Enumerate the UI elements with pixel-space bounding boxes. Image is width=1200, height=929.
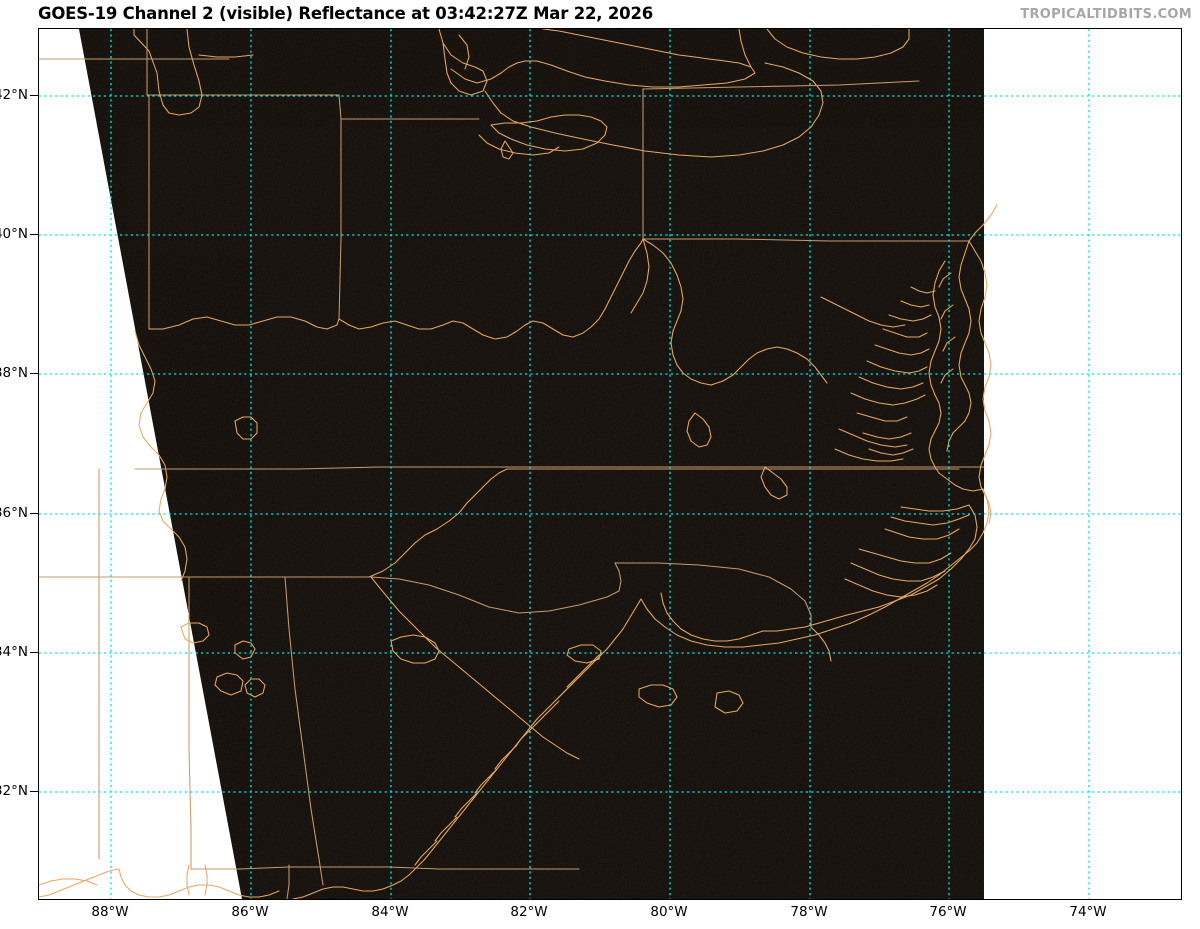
xtick-label-84w: 84°W [371,904,409,920]
xtick-label-78w: 78°W [790,904,828,920]
ytick-mark [30,652,38,654]
xtick-label-88w: 88°W [91,904,129,920]
ytick-label-36n: 36°N [0,505,28,521]
map-plot-area[interactable] [38,28,1182,900]
ytick-label-32n: 32°N [0,783,28,799]
xtick-label-82w: 82°W [510,904,548,920]
ytick-mark [30,234,38,236]
xtick-label-74w: 74°W [1069,904,1107,920]
ytick-label-38n: 38°N [0,365,28,381]
xtick-label-76w: 76°W [929,904,967,920]
ytick-mark [30,791,38,793]
ytick-mark [30,95,38,97]
map-canvas [39,29,1181,899]
ytick-mark [30,513,38,515]
watermark: TROPICALTIDBITS.COM [1020,7,1192,22]
xtick-label-80w: 80°W [650,904,688,920]
xtick-label-86w: 86°W [231,904,269,920]
satellite-data-swath [79,29,984,899]
ytick-label-40n: 40°N [0,226,28,242]
page-title: GOES-19 Channel 2 (visible) Reflectance … [38,4,654,23]
graticule-gridlines [39,29,1181,899]
ytick-mark [30,373,38,375]
map-geography-overlay [39,29,998,899]
ytick-label-42n: 42°N [0,87,28,103]
ytick-label-34n: 34°N [0,644,28,660]
